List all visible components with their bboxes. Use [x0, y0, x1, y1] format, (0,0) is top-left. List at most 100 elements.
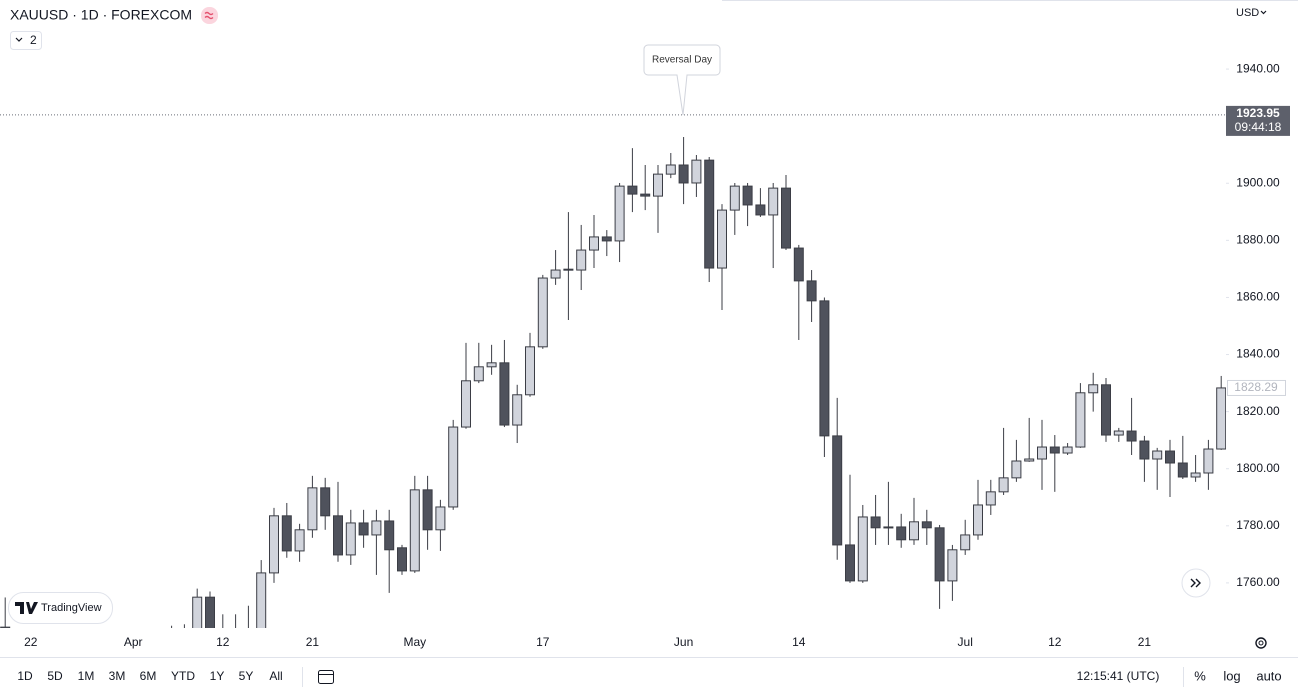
- candle-body: [1049, 446, 1060, 454]
- candle-body: [333, 515, 343, 556]
- indicator-count: 2: [30, 33, 37, 47]
- y-tick-label: 1840.00: [1236, 347, 1280, 361]
- branding-text: TradingView: [41, 602, 102, 614]
- candle-body: [729, 185, 740, 211]
- candle-body: [947, 549, 958, 582]
- chevron: [15, 37, 23, 42]
- scroll-icon: [1190, 578, 1201, 588]
- timeframe-button[interactable]: 5Y: [239, 669, 254, 683]
- candle-body: [1088, 384, 1099, 394]
- candle-body: [768, 187, 779, 216]
- y-tick-label: 1760.00: [1236, 575, 1280, 589]
- candle-body: [601, 236, 612, 242]
- candle-body: [371, 520, 382, 536]
- clock[interactable]: 12:15:41 (UTC): [1077, 669, 1160, 683]
- candle-body: [1216, 387, 1226, 450]
- date-range-button[interactable]: [318, 670, 334, 684]
- y-tick-label: 1940.00: [1236, 61, 1280, 75]
- symbol-title[interactable]: XAUUSD · 1D · FOREXCOM: [10, 7, 192, 23]
- candle-body: [1062, 446, 1073, 454]
- status-icon[interactable]: [201, 7, 218, 24]
- scroll-to-realtime[interactable]: [1181, 568, 1211, 598]
- candle-body: [857, 516, 868, 582]
- scale-option[interactable]: %: [1194, 668, 1206, 683]
- candle-body: [269, 515, 279, 574]
- candle-body: [525, 346, 535, 396]
- candle-body: [1190, 472, 1201, 478]
- candle-body: [653, 173, 663, 197]
- candle-body: [192, 596, 203, 628]
- x-tick-label: 14: [792, 635, 806, 649]
- candle-body: [806, 280, 817, 302]
- annotation-callout[interactable]: [643, 44, 721, 116]
- candle-body: [320, 487, 331, 517]
- candle-body: [819, 300, 830, 437]
- annotation-text: Reversal Day: [652, 55, 712, 66]
- candle-body: [294, 529, 305, 552]
- x-tick-label: 21: [306, 635, 320, 649]
- candle-body: [883, 526, 894, 529]
- candle-body: [691, 159, 702, 184]
- candle-body: [1075, 392, 1086, 448]
- x-tick-label: 21: [1138, 635, 1152, 649]
- x-tick-label: 17: [536, 635, 550, 649]
- candle-body: [345, 522, 356, 556]
- timeframe-button[interactable]: 1Y: [210, 669, 225, 683]
- timeframe-button[interactable]: All: [269, 669, 282, 683]
- x-tick-label: May: [403, 635, 426, 649]
- last-price-label: 1923.95: [1236, 106, 1280, 120]
- candle-body: [563, 268, 574, 271]
- currency[interactable]: USD: [1236, 7, 1259, 19]
- timeframe-button[interactable]: 6M: [140, 669, 157, 683]
- scale-option[interactable]: log: [1223, 668, 1240, 683]
- candle-body: [0, 626, 11, 628]
- candle-body: [422, 489, 433, 531]
- candle-body: [781, 187, 791, 249]
- candle-body: [1152, 450, 1163, 460]
- x-tick-label: 22: [24, 635, 38, 649]
- timeframe-button[interactable]: 1M: [78, 669, 95, 683]
- branding-badge[interactable]: [8, 592, 113, 624]
- timeframe-button[interactable]: YTD: [171, 669, 195, 683]
- candle-body: [1139, 440, 1150, 460]
- candle-body: [448, 426, 459, 508]
- indicator-toggle[interactable]: [10, 31, 42, 50]
- candle-body: [256, 572, 267, 628]
- y-tick-label: 1800.00: [1236, 461, 1280, 475]
- candle-body: [307, 487, 318, 531]
- y-tick-label: 1860.00: [1236, 290, 1280, 304]
- candle-body: [614, 185, 625, 242]
- candle-body: [537, 277, 548, 348]
- y-tick-label: 1900.00: [1236, 175, 1280, 189]
- candle-body: [1011, 460, 1022, 479]
- candle-body: [870, 516, 881, 529]
- timeframe-button[interactable]: 1D: [17, 669, 33, 683]
- candle-body: [576, 249, 587, 271]
- candle-body: [1037, 446, 1047, 460]
- candle-body: [1113, 430, 1124, 436]
- candle-body: [704, 159, 715, 269]
- candle-body: [845, 544, 855, 582]
- candle-body: [909, 521, 919, 541]
- candle-body: [998, 477, 1009, 493]
- chevron: [1260, 10, 1267, 15]
- settings-button[interactable]: [1255, 637, 1267, 649]
- candle-body: [397, 547, 407, 572]
- candle-body: [499, 362, 510, 426]
- x-tick-label: Jul: [958, 635, 973, 649]
- candle-body: [627, 185, 638, 195]
- countdown-label: 09:44:18: [1235, 120, 1282, 134]
- candle-body: [793, 247, 804, 282]
- candle-body: [1203, 448, 1214, 474]
- candle-body: [281, 515, 292, 552]
- branding-logo: [15, 602, 38, 614]
- scale-option[interactable]: auto: [1256, 668, 1281, 683]
- last-price-box: [1226, 105, 1290, 136]
- price-label-box: [1227, 379, 1286, 396]
- candle-body: [384, 520, 395, 551]
- timeframe-button[interactable]: 5D: [47, 669, 63, 683]
- timeframe-button[interactable]: 3M: [109, 669, 126, 683]
